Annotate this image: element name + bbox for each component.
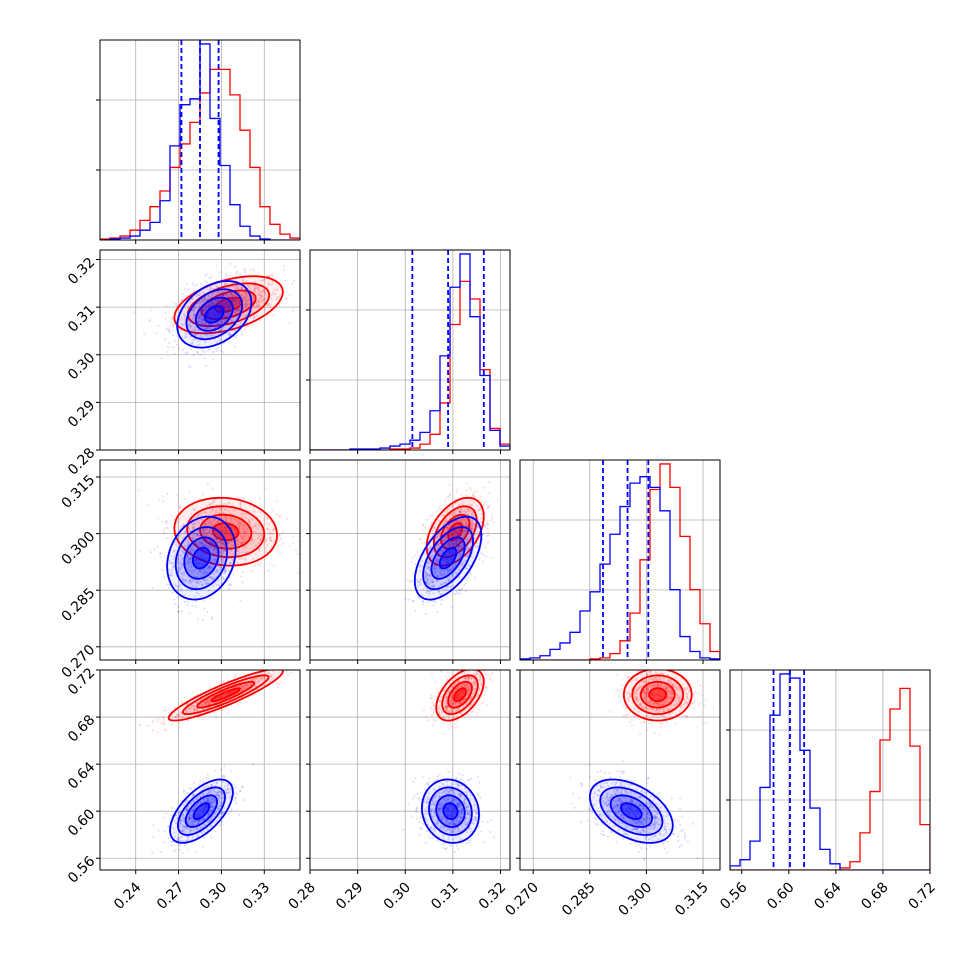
- y-tick-label: 0.29: [65, 397, 98, 430]
- panel-frame: [99, 249, 301, 451]
- contour-blue-3: [192, 802, 211, 820]
- x-tick-label: 0.27: [154, 880, 187, 913]
- panel-content-1-1: [310, 250, 510, 450]
- panel-content-3-1: [310, 670, 510, 870]
- panel-frame: [519, 669, 721, 871]
- x-tick-label: 0.285: [559, 880, 599, 920]
- panel-content-2-2: [520, 460, 720, 660]
- x-tick-label: 0.28: [285, 880, 318, 913]
- panel-frame: [99, 39, 301, 241]
- histogram-red: [730, 687, 930, 870]
- panel-3-1: 0.28 0.29 0.30 0.31 0.32: [285, 669, 511, 913]
- panel-frame: [99, 669, 301, 871]
- contour-red-3: [211, 522, 240, 542]
- panel-1-1: [306, 249, 511, 454]
- panel-content-3-0: [100, 670, 300, 870]
- panels: 0.28 0.29 0.30 0.31 0.32 0.270 0.285 0.300 0.315…: [59, 39, 939, 920]
- panel-3-2: 0.270 0.285 0.300 0.315: [502, 669, 721, 920]
- contour-blue-3: [442, 802, 459, 820]
- y-tick-label: 0.28: [65, 445, 98, 478]
- x-tick-label: 0.30: [197, 880, 230, 913]
- histogram-blue: [310, 253, 510, 450]
- x-tick-label: 0.270: [502, 880, 542, 920]
- panel-content-1-0: [100, 250, 300, 450]
- x-tick-label: 0.30: [381, 880, 414, 913]
- y-tick-label: 0.315: [59, 472, 99, 512]
- panel-frame: [309, 459, 511, 661]
- y-tick-label: 0.300: [59, 529, 99, 569]
- panel-2-2: [516, 459, 721, 664]
- contour-blue-3: [204, 305, 225, 324]
- x-tick-label: 0.24: [111, 879, 144, 912]
- panel-content-3-2: [520, 670, 720, 870]
- x-tick-label: 0.300: [616, 880, 656, 920]
- panel-frame: [519, 459, 721, 661]
- x-tick-label: 0.56: [717, 879, 750, 912]
- contour-blue-3: [619, 802, 643, 820]
- histogram-blue: [730, 673, 930, 870]
- y-tick-label: 0.31: [65, 302, 98, 335]
- histogram-red: [310, 280, 510, 450]
- panel-3-3: 0.56 0.60 0.64 0.68 0.72: [717, 669, 939, 913]
- panel-2-1: [306, 459, 511, 664]
- panel-content-0-0: [100, 40, 300, 240]
- panel-0-0: [96, 39, 301, 244]
- contour-blue-3: [192, 546, 211, 570]
- panel-frame: [99, 459, 301, 661]
- panel-content-2-1: [310, 460, 510, 660]
- y-tick-label: 0.32: [65, 255, 98, 288]
- panel-frame: [309, 669, 511, 871]
- contour-red-3: [453, 687, 467, 703]
- panel-frame: [729, 669, 931, 871]
- contour-blue-3: [438, 546, 458, 570]
- x-tick-label: 0.68: [858, 880, 891, 913]
- x-tick-label: 0.315: [672, 880, 712, 920]
- x-tick-label: 0.29: [333, 880, 366, 913]
- y-tick-label: 0.60: [65, 806, 98, 839]
- contour-red-3: [210, 687, 241, 703]
- panel-content-2-0: [100, 460, 300, 660]
- panel-3-0: 0.24 0.27 0.30 0.330.560.600.640.680.72: [65, 665, 301, 913]
- y-tick-label: 0.30: [65, 350, 98, 383]
- y-tick-label: 0.56: [65, 853, 98, 886]
- x-tick-label: 0.72: [905, 880, 938, 913]
- y-tick-label: 0.64: [65, 759, 98, 792]
- histogram-red: [520, 463, 720, 660]
- y-tick-label: 0.285: [59, 585, 99, 625]
- y-tick-label: 0.68: [65, 712, 98, 745]
- panel-1-0: 0.28 0.29 0.30 0.31 0.32: [65, 249, 301, 478]
- contour-red-3: [648, 687, 668, 703]
- x-tick-label: 0.31: [428, 880, 461, 913]
- histogram-blue: [520, 476, 720, 660]
- histogram-blue: [100, 43, 300, 240]
- panel-frame: [309, 249, 511, 451]
- x-tick-label: 0.33: [240, 880, 273, 913]
- x-tick-label: 0.64: [811, 879, 844, 912]
- x-tick-label: 0.60: [764, 880, 797, 913]
- panel-content-3-3: [730, 670, 930, 870]
